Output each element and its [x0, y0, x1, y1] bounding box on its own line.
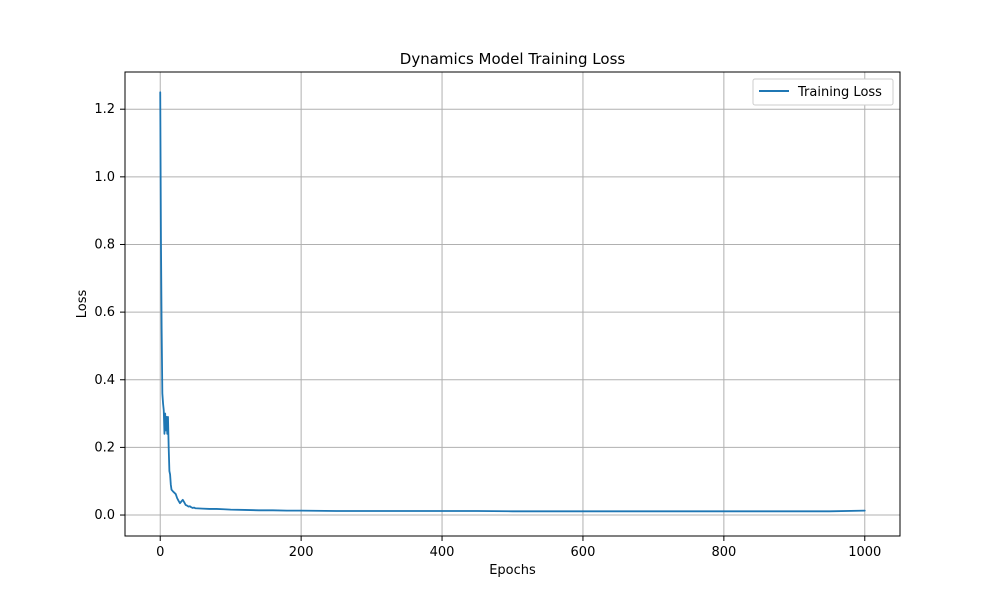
- y-axis-label: Loss: [75, 290, 90, 319]
- chart-legend: Training Loss: [752, 78, 894, 106]
- axis-ticks: 0 200 400 600 800 1000 0.0 0.2 0.4 0.6 0.8 1.0 1.2: [94, 102, 881, 560]
- chart-title: Dynamics Model Training Loss: [400, 50, 626, 68]
- y-tick-label: 0.4: [94, 373, 115, 388]
- x-tick-label: 200: [289, 545, 314, 560]
- legend-label: Training Loss: [797, 85, 882, 100]
- grid-lines: [125, 72, 900, 536]
- training-loss-line: [159, 91, 866, 513]
- y-tick-label: 0.0: [94, 508, 115, 523]
- plot-area-frame: [124, 71, 901, 537]
- y-tick-label: 0.8: [94, 237, 115, 252]
- x-tick-label: 600: [571, 545, 596, 560]
- x-tick-label: 1000: [848, 545, 881, 560]
- y-tick-label: 0.2: [94, 440, 115, 455]
- y-tick-label: 1.0: [94, 170, 115, 185]
- x-tick-label: 400: [430, 545, 455, 560]
- x-axis-label: Epochs: [489, 563, 536, 578]
- x-tick-label: 800: [711, 545, 736, 560]
- legend-box: [752, 78, 894, 106]
- x-tick-label: 0: [156, 545, 164, 560]
- y-tick-label: 0.6: [94, 305, 115, 320]
- y-tick-label: 1.2: [94, 102, 115, 117]
